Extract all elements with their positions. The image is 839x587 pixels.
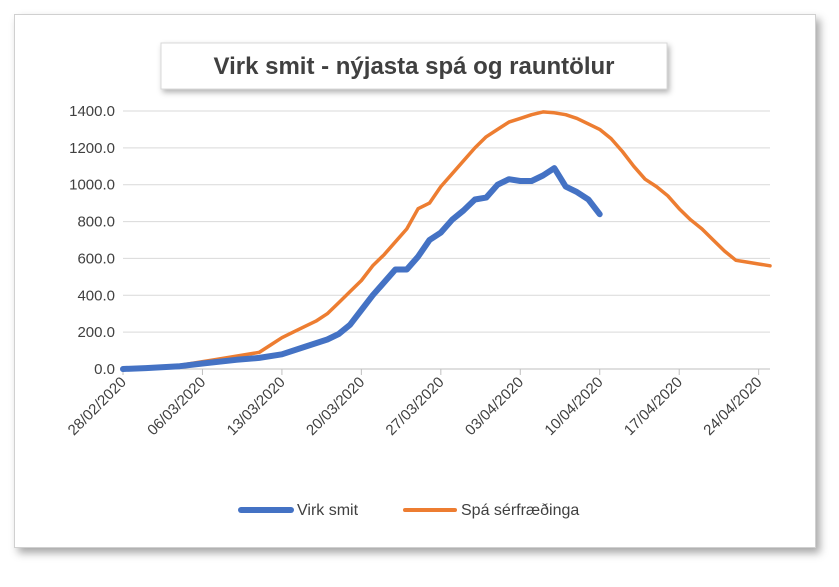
x-tick-label: 24/04/2020 — [700, 374, 765, 439]
legend-label-spa: Spá sérfræðinga — [461, 502, 579, 519]
x-tick-label: 27/03/2020 — [383, 374, 448, 439]
chart-title: Virk smit - nýjasta spá og rauntölur — [214, 53, 615, 80]
x-tick-label: 17/04/2020 — [621, 374, 686, 439]
x-tick-label: 10/04/2020 — [541, 374, 606, 439]
chart-title-group: Virk smit - nýjasta spá og rauntölur — [161, 43, 667, 89]
y-tick-label: 1200.0 — [69, 140, 115, 157]
legend: Virk smit Spá sérfræðinga — [241, 502, 579, 519]
y-tick-label: 400.0 — [77, 287, 115, 304]
y-tick-label: 1000.0 — [69, 177, 115, 194]
x-tick-label: 13/03/2020 — [224, 374, 289, 439]
y-tick-label: 600.0 — [77, 250, 115, 267]
x-tick-label: 06/03/2020 — [144, 374, 209, 439]
chart-frame: Virk smit - nýjasta spá og rauntölur 0.0… — [14, 14, 816, 548]
x-tick-label: 28/02/2020 — [65, 374, 130, 439]
y-tick-label: 0.0 — [94, 361, 115, 378]
x-tick-label: 20/03/2020 — [303, 374, 368, 439]
y-tick-label: 1400.0 — [69, 103, 115, 120]
legend-label-virk-smit: Virk smit — [297, 502, 359, 519]
y-tick-label: 200.0 — [77, 324, 115, 341]
y-tick-label: 800.0 — [77, 214, 115, 231]
x-tick-label: 03/04/2020 — [462, 374, 527, 439]
plot-area — [123, 111, 770, 369]
chart-svg: Virk smit - nýjasta spá og rauntölur 0.0… — [15, 15, 815, 547]
